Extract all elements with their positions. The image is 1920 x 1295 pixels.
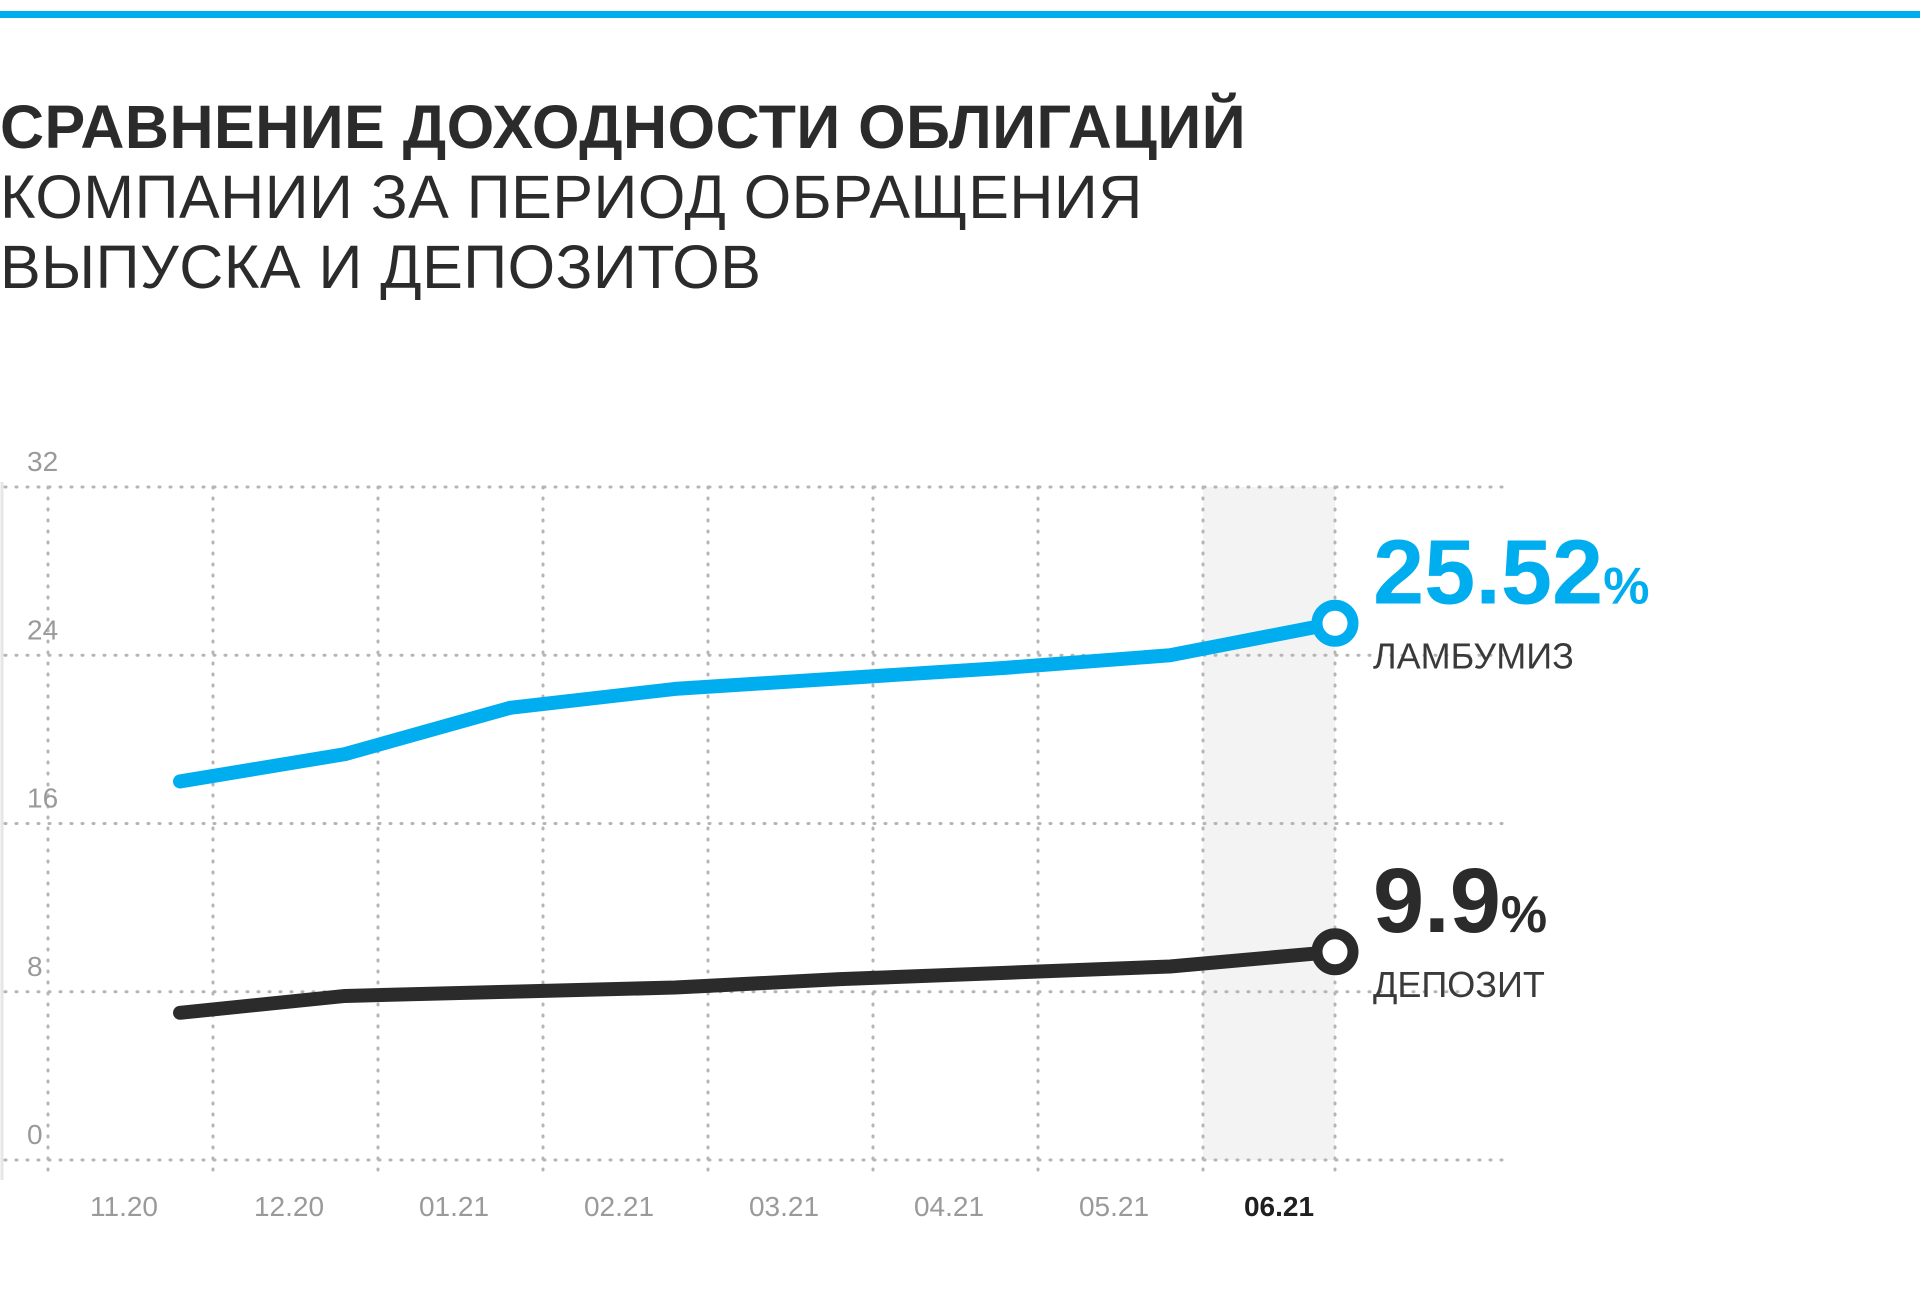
- chart-title: СРАВНЕНИЕ ДОХОДНОСТИ ОБЛИГАЦИЙ КОМПАНИИ …: [0, 92, 1246, 302]
- end-value-number: 9.9: [1373, 850, 1501, 952]
- x-axis-ticks: 11.20 12.20 01.21 02.21 03.21 04.21 05.21 06.21: [90, 1191, 1314, 1222]
- y-tick-label: 0: [27, 1119, 43, 1150]
- end-labels-layer: 25.52% ЛАМБУМИЗ 9.9% ДЕПОЗИТ: [1373, 521, 1649, 1005]
- title-line-2: КОМПАНИИ ЗА ПЕРИОД ОБРАЩЕНИЯ: [0, 163, 1143, 231]
- y-axis-ticks: 0 8 16 24 32: [27, 446, 58, 1150]
- x-tick-label: 05.21: [1079, 1191, 1149, 1222]
- title-line-3: ВЫПУСКА И ДЕПОЗИТОВ: [0, 233, 762, 301]
- x-tick-label: 02.21: [584, 1191, 654, 1222]
- end-value-unit: %: [1501, 886, 1547, 944]
- x-tick-label: 11.20: [90, 1191, 158, 1222]
- title-line-bold: СРАВНЕНИЕ ДОХОДНОСТИ ОБЛИГАЦИЙ: [0, 93, 1247, 161]
- end-value-number: 25.52: [1373, 521, 1603, 623]
- x-tick-label: 03.21: [749, 1191, 819, 1222]
- top-accent-rule: [0, 11, 1920, 18]
- grid-layer: [0, 482, 1512, 1180]
- series-line-lambumiz: [173, 616, 1342, 789]
- series-end-marker: [1311, 599, 1359, 647]
- y-tick-label: 16: [27, 783, 58, 814]
- end-value-label: 9.9%: [1373, 850, 1547, 952]
- x-tick-label: 04.21: [914, 1191, 984, 1222]
- series-name-label: ДЕПОЗИТ: [1373, 964, 1545, 1005]
- end-value-label: 25.52%: [1373, 521, 1649, 623]
- series-end-marker: [1311, 928, 1359, 976]
- end-value-unit: %: [1603, 557, 1649, 615]
- series-layer: [173, 599, 1359, 1020]
- series-line-deposit: [173, 944, 1342, 1020]
- series-name-label: ЛАМБУМИЗ: [1373, 635, 1574, 676]
- y-tick-label: 32: [27, 446, 58, 477]
- y-tick-label: 8: [27, 951, 43, 982]
- x-tick-label: 01.21: [419, 1191, 489, 1222]
- x-tick-label: 12.20: [254, 1191, 324, 1222]
- x-tick-label: 06.21: [1244, 1191, 1314, 1222]
- y-tick-label: 24: [27, 614, 58, 645]
